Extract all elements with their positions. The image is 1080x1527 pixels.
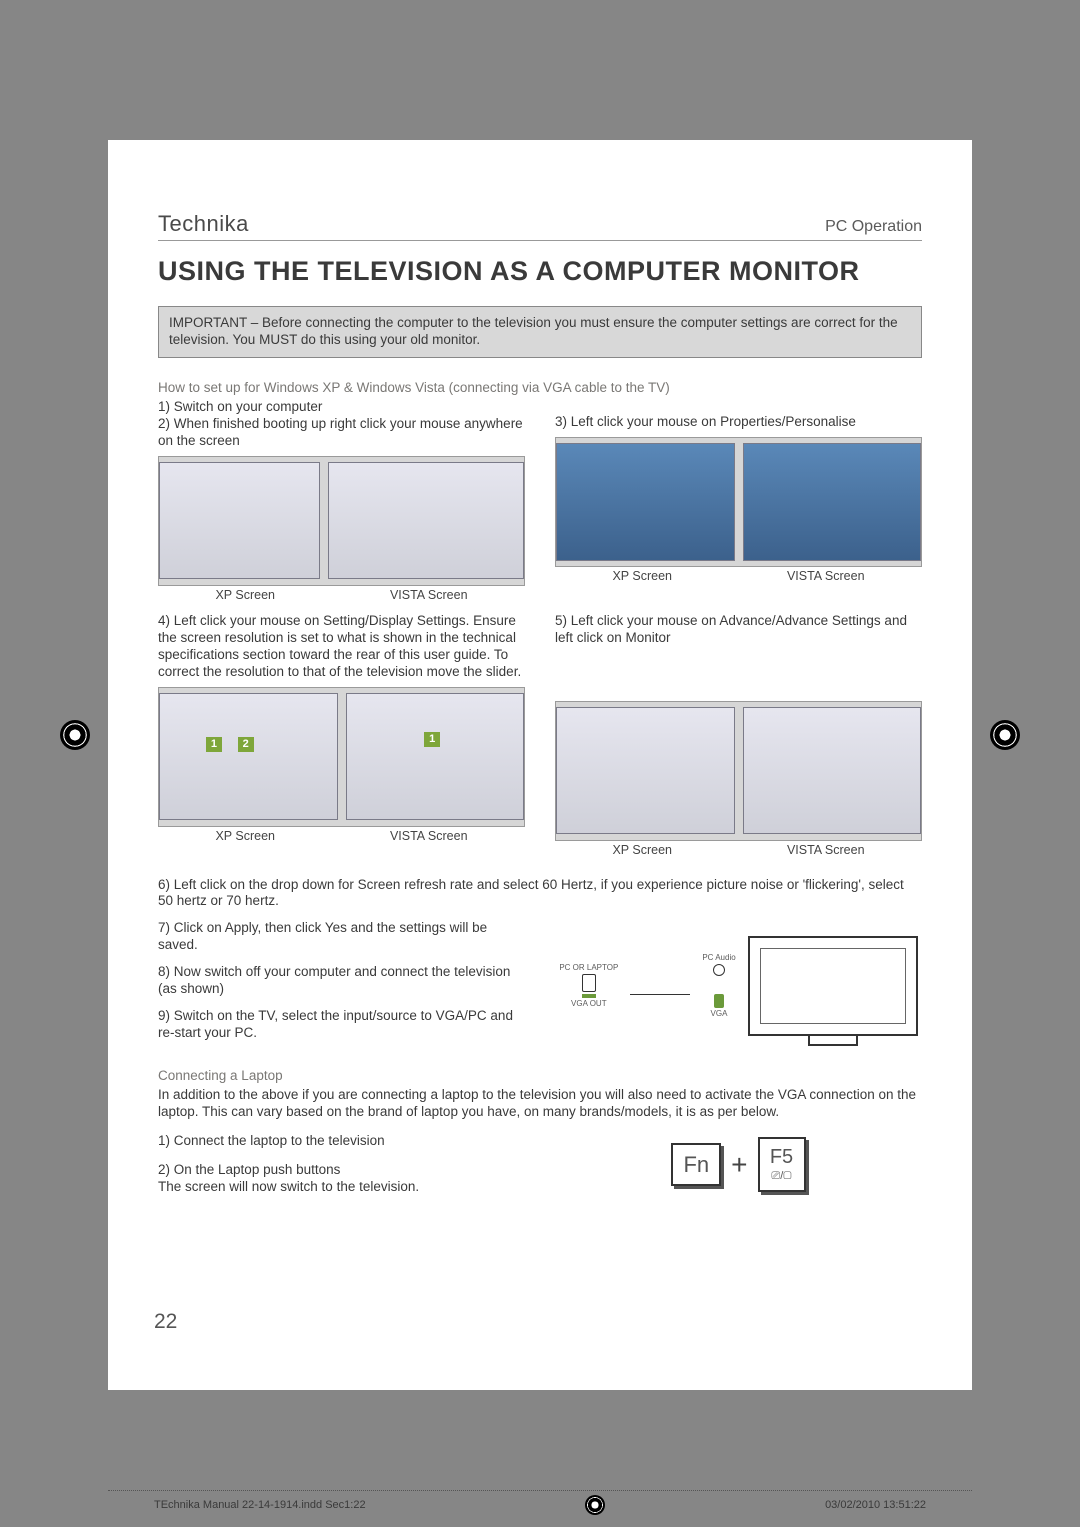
screenshot-step2 (158, 456, 525, 586)
step-4: 4) Left click your mouse on Setting/Disp… (158, 613, 525, 681)
crosshair-right-icon (990, 720, 1020, 750)
step-3: 3) Left click your mouse on Properties/P… (555, 414, 922, 431)
diagram-pcaudio-label: PC Audio (702, 954, 735, 962)
footer-crosshair-icon (585, 1495, 605, 1515)
laptop-step-2b: The screen will now switch to the televi… (158, 1179, 525, 1196)
tv-icon (748, 936, 918, 1036)
f5-key: F5 ⎚/▢ (758, 1137, 806, 1192)
screenshot-step5 (555, 701, 922, 841)
caption-vista-3: VISTA Screen (787, 569, 865, 585)
step-7: 7) Click on Apply, then click Yes and th… (158, 920, 525, 954)
laptop-step-2a: 2) On the Laptop push buttons (158, 1162, 525, 1179)
important-box: IMPORTANT – Before connecting the comput… (158, 306, 922, 358)
diagram-vgaout-label: VGA OUT (571, 1000, 607, 1008)
caption-xp-5: XP Screen (612, 843, 672, 859)
page-number: 22 (154, 1310, 177, 1334)
screenshot-step3 (555, 437, 922, 567)
f5-key-glyph: ⎚/▢ (770, 1170, 794, 1184)
connection-diagram: PC OR LAPTOP VGA OUT PC Audio VGA (555, 926, 922, 1046)
diagram-vga-label: VGA (711, 1010, 728, 1018)
footer-date: 03/02/2010 13:51:22 (825, 1499, 926, 1511)
caption-xp: XP Screen (215, 588, 275, 604)
key-combo: Fn + F5 ⎚/▢ (555, 1137, 922, 1192)
setup-heading: How to set up for Windows XP & Windows V… (158, 380, 922, 397)
caption-vista-5: VISTA Screen (787, 843, 865, 859)
laptop-step-1: 1) Connect the laptop to the television (158, 1133, 525, 1150)
step-9: 9) Switch on the TV, select the input/so… (158, 1008, 525, 1042)
footer-bar: TEchnika Manual 22-14-1914.indd Sec1:22 … (108, 1490, 972, 1515)
step-8: 8) Now switch off your computer and conn… (158, 964, 525, 998)
step-5: 5) Left click your mouse on Advance/Adva… (555, 613, 922, 647)
crosshair-left-icon (60, 720, 90, 750)
screenshot-step4: 1 2 1 (158, 687, 525, 827)
fn-key: Fn (671, 1143, 721, 1187)
step-1: 1) Switch on your computer (158, 399, 525, 416)
caption-vista: VISTA Screen (390, 588, 468, 604)
diagram-laptop-label: PC OR LAPTOP (559, 964, 618, 972)
manual-page: Technika PC Operation USING THE TELEVISI… (108, 140, 972, 1390)
laptop-body: In addition to the above if you are conn… (158, 1087, 922, 1121)
brand-name: Technika (158, 210, 249, 238)
f5-key-label: F5 (770, 1145, 794, 1170)
step-6: 6) Left click on the drop down for Scree… (158, 877, 922, 911)
caption-xp-3: XP Screen (612, 569, 672, 585)
plus-icon: + (731, 1147, 747, 1182)
footer-file: TEchnika Manual 22-14-1914.indd Sec1:22 (154, 1499, 366, 1511)
page-title: USING THE TELEVISION AS A COMPUTER MONIT… (158, 255, 922, 289)
page-header: Technika PC Operation (158, 210, 922, 241)
step-2: 2) When finished booting up right click … (158, 416, 525, 450)
section-title: PC Operation (825, 217, 922, 237)
caption-vista-4: VISTA Screen (390, 829, 468, 845)
laptop-heading: Connecting a Laptop (158, 1068, 922, 1085)
caption-xp-4: XP Screen (215, 829, 275, 845)
